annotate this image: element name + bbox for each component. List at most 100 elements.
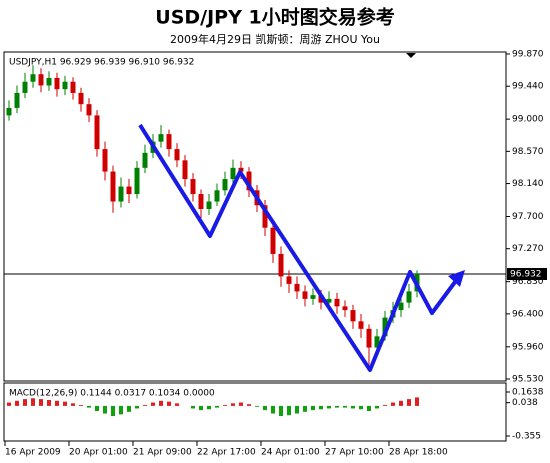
- macd-bar: [191, 405, 195, 409]
- macd-bar: [263, 405, 267, 411]
- macd-bar: [175, 403, 179, 406]
- title: USD/JPY 1小时图交易参考: [155, 6, 394, 29]
- macd-bar: [303, 405, 307, 412]
- macd-bar: [327, 405, 331, 409]
- candle-body: [102, 149, 108, 172]
- macd-bar: [63, 401, 67, 406]
- y-tick-label: 95.530: [512, 375, 544, 385]
- macd-bar: [119, 405, 123, 415]
- last-price-box: [507, 268, 547, 281]
- candle-body: [278, 253, 284, 277]
- y-tick-label: 96.400: [512, 309, 544, 319]
- candle-body: [70, 81, 76, 93]
- x-tick-label: 22 Apr 17:00: [197, 448, 256, 458]
- candle-body: [398, 302, 404, 311]
- candle-body: [326, 298, 332, 303]
- macd-bar: [359, 405, 363, 410]
- candle-body: [46, 77, 52, 86]
- candle-body: [30, 74, 36, 82]
- candle-body: [262, 205, 268, 228]
- macd-bar: [231, 403, 235, 406]
- subtitle: 2009年4月29日 凯斯顿：周游 ZHOU You: [170, 32, 380, 46]
- candle-body: [22, 81, 28, 93]
- candle-body: [302, 291, 308, 299]
- candle-body: [134, 167, 140, 195]
- macd-bar: [127, 405, 131, 412]
- candle-body: [406, 291, 412, 303]
- y-tick-label: 99.440: [512, 82, 544, 92]
- y-tick-label: 96.830: [512, 277, 544, 287]
- last-price-label: 96.932: [510, 270, 542, 280]
- candle-body: [54, 77, 60, 90]
- macd-bar: [23, 399, 27, 406]
- candle-body: [142, 152, 148, 168]
- y-tick-label: 0.1638: [512, 388, 544, 398]
- candle-body: [270, 227, 276, 254]
- price-header: USDJPY,H1 96.929 96.939 96.910 96.932: [9, 58, 194, 68]
- candle-body: [86, 104, 92, 116]
- candle-body: [118, 186, 124, 202]
- candle-body: [166, 134, 172, 150]
- macd-bar: [351, 405, 355, 409]
- candle-body: [382, 317, 388, 337]
- y-tick-label: 99.870: [512, 50, 544, 60]
- candle-body: [174, 149, 180, 161]
- candle-body: [158, 134, 164, 142]
- macd-bar: [159, 400, 163, 406]
- arrow-head: [448, 270, 465, 287]
- candle-body: [286, 276, 292, 284]
- macd-bar: [199, 405, 203, 411]
- macd-bar: [383, 405, 387, 406]
- candle-body: [190, 179, 196, 195]
- candle-body: [334, 298, 340, 307]
- y-tick-label: 97.270: [512, 244, 544, 254]
- y-tick-label: 98.140: [512, 179, 544, 189]
- candle-body: [294, 283, 300, 292]
- candle-body: [206, 201, 212, 210]
- macd-bar: [151, 402, 155, 406]
- macd-bar: [295, 405, 299, 414]
- macd-bar: [135, 405, 139, 409]
- macd-bar: [255, 405, 259, 407]
- candle-body: [374, 336, 380, 348]
- candle-body: [358, 321, 364, 329]
- candle-body: [110, 171, 116, 202]
- macd-bar: [415, 397, 419, 406]
- shift-marker: [406, 53, 416, 58]
- macd-bar: [39, 399, 43, 406]
- macd-header: MACD(12,26,9) 0.1144 0.0317 0.1034 0.000…: [9, 389, 215, 399]
- candle-body: [126, 186, 132, 195]
- macd-bar: [7, 402, 11, 406]
- x-tick-label: 16 Apr 2009: [5, 448, 61, 458]
- macd-bar: [287, 405, 291, 416]
- macd-bar: [391, 402, 395, 406]
- macd-bar: [399, 400, 403, 406]
- candle-body: [342, 306, 348, 311]
- candle-body: [62, 81, 68, 90]
- macd-bar: [143, 405, 147, 406]
- macd-bar: [207, 405, 211, 410]
- candle-body: [182, 160, 188, 180]
- macd-bar: [167, 401, 171, 406]
- x-tick-label: 24 Apr 01:00: [261, 448, 320, 458]
- macd-bar: [47, 399, 51, 406]
- candle-body: [14, 92, 20, 108]
- y-tick-label: 97.700: [512, 212, 544, 222]
- macd-bar: [95, 405, 99, 411]
- candle-body: [222, 179, 228, 191]
- candle-body: [230, 167, 236, 180]
- y-tick-label: -0.355: [512, 431, 541, 441]
- y-tick-label: 99.000: [512, 115, 544, 125]
- x-tick-label: 28 Apr 18:00: [389, 448, 448, 458]
- macd-bar: [31, 398, 35, 406]
- macd-bar: [215, 405, 219, 408]
- macd-bar: [311, 405, 315, 411]
- candle-body: [350, 310, 356, 322]
- macd-panel: [3, 382, 507, 442]
- x-tick-label: 21 Apr 09:00: [133, 448, 192, 458]
- y-tick-label: 98.570: [512, 147, 544, 157]
- macd-bar: [279, 405, 283, 417]
- macd-bar: [71, 403, 75, 406]
- macd-bar: [407, 399, 411, 406]
